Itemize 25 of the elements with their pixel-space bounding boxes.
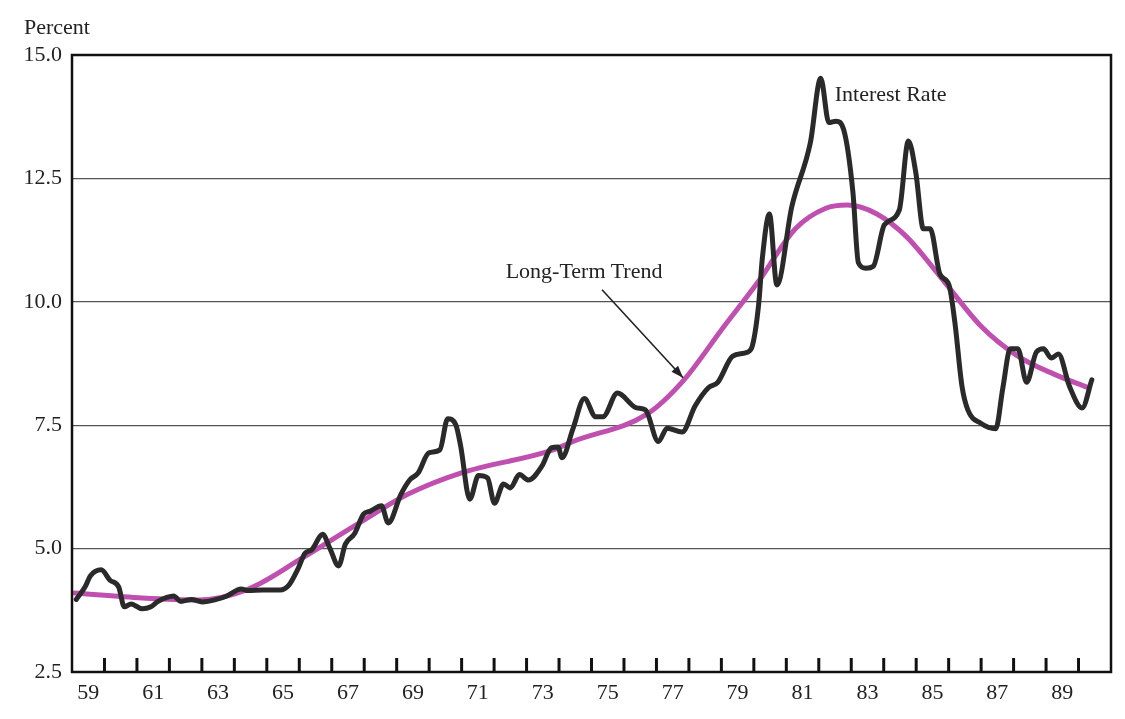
x-tick-label: 59 bbox=[77, 678, 100, 704]
x-tick-label: 85 bbox=[921, 678, 944, 704]
x-tick-label: 65 bbox=[272, 678, 295, 704]
y-tick-label: 12.5 bbox=[23, 164, 62, 190]
x-tick-label: 63 bbox=[207, 678, 230, 704]
x-tick-label: 67 bbox=[336, 678, 359, 704]
x-tick-label: 77 bbox=[661, 678, 684, 704]
y-tick-label: 7.5 bbox=[34, 410, 62, 436]
y-tick-label: 5.0 bbox=[34, 534, 62, 560]
annotation: Long-Term Trend bbox=[505, 257, 663, 283]
x-tick-label: 79 bbox=[726, 678, 749, 704]
x-tick-label: 75 bbox=[596, 678, 619, 704]
x-tick-label: 83 bbox=[856, 678, 879, 704]
x-tick-label: 81 bbox=[791, 678, 814, 704]
y-axis-title: Percent bbox=[24, 13, 90, 39]
x-tick-label: 69 bbox=[401, 678, 424, 704]
y-tick-label: 10.0 bbox=[23, 287, 62, 313]
annotation: Interest Rate bbox=[834, 80, 947, 106]
x-tick-label: 71 bbox=[466, 678, 489, 704]
x-tick-label: 73 bbox=[531, 678, 554, 704]
x-tick-label: 61 bbox=[142, 678, 165, 704]
y-tick-label: 15.0 bbox=[23, 40, 62, 66]
x-tick-label: 89 bbox=[1051, 678, 1074, 704]
x-tick-label: 87 bbox=[986, 678, 1009, 704]
y-tick-label: 2.5 bbox=[34, 657, 62, 683]
